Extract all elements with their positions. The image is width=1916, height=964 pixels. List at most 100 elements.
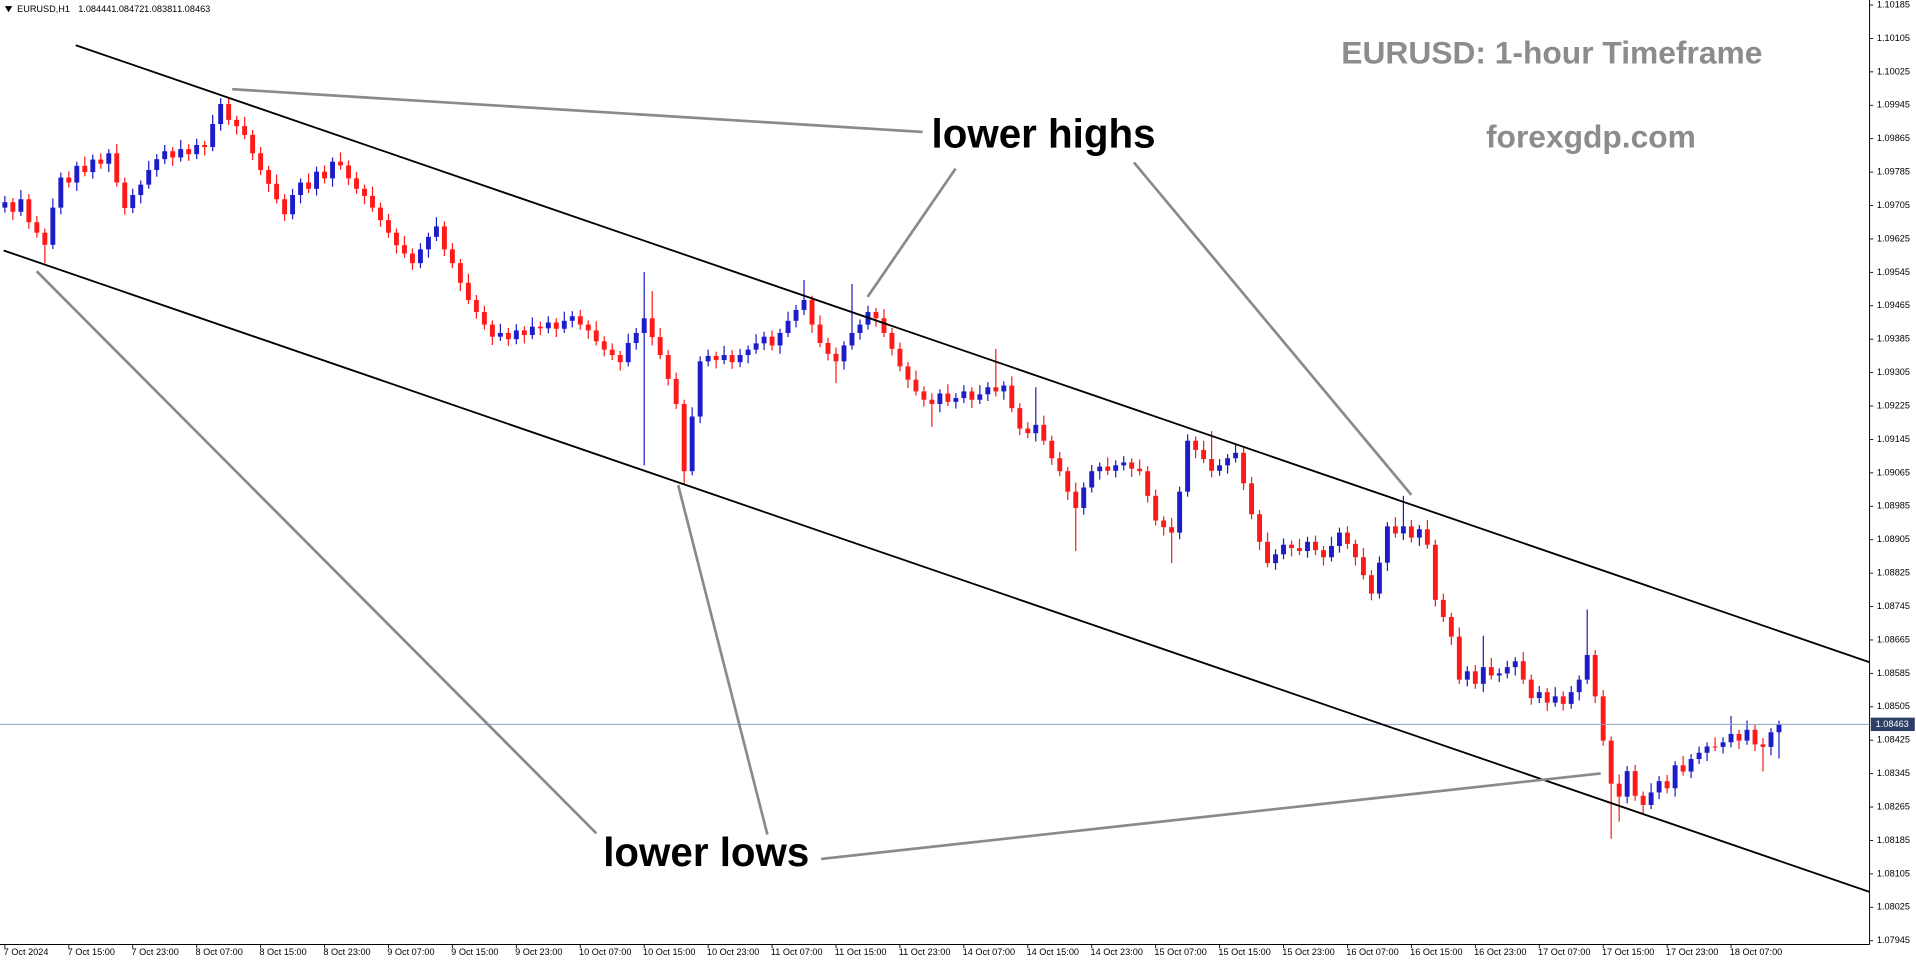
candle-body	[953, 398, 959, 402]
pointer	[35, 270, 598, 835]
candle-body	[1337, 532, 1342, 546]
candle-body	[154, 159, 160, 171]
plot	[0, 97, 1870, 839]
candle-body	[210, 124, 216, 148]
candle-body	[1488, 667, 1494, 676]
x-tick-label: 7 Oct 23:00	[132, 947, 179, 957]
candle-body	[449, 249, 455, 264]
candle-body	[617, 355, 623, 363]
candle-body	[1265, 541, 1270, 564]
candle-body	[90, 159, 96, 173]
candle-body	[138, 184, 144, 196]
candle-body	[513, 330, 519, 340]
candle-body	[98, 159, 104, 164]
candle-body	[601, 341, 607, 350]
x-tick-label: 17 Oct 15:00	[1602, 947, 1654, 957]
candle-body	[1448, 616, 1454, 637]
candle-body	[1528, 679, 1534, 699]
x-tick-label: 8 Oct 23:00	[323, 947, 370, 957]
candle-body	[354, 178, 359, 189]
candle-body	[130, 195, 136, 209]
candle-body	[1009, 385, 1015, 409]
candle-body	[202, 144, 208, 148]
candle-body	[410, 253, 415, 264]
candle-body	[1688, 759, 1694, 772]
y-tick-label: 1.08185	[1877, 835, 1910, 845]
candle-body	[905, 366, 911, 380]
candle-body	[657, 337, 663, 356]
candle-body	[665, 355, 671, 379]
candle-body	[322, 171, 327, 179]
candle-body	[1041, 424, 1047, 441]
candle-body	[74, 165, 80, 183]
candle-body	[505, 332, 511, 340]
x-tick-label: 17 Oct 23:00	[1666, 947, 1718, 957]
y-tick-label: 1.10025	[1877, 66, 1910, 76]
candle-body	[58, 177, 64, 208]
x-tick-label: 17 Oct 07:00	[1538, 947, 1590, 957]
candle-body	[745, 349, 751, 356]
candle-body	[721, 355, 727, 361]
candle-body	[569, 316, 575, 321]
candle-body	[801, 299, 807, 310]
x-tick-label: 7 Oct 2024	[4, 947, 49, 957]
candle-body	[1608, 740, 1614, 784]
candle-body	[849, 332, 855, 346]
candle-body	[1560, 696, 1566, 704]
y-tick-label: 1.09945	[1877, 100, 1910, 110]
candle-body	[1145, 471, 1151, 496]
candle-body	[697, 361, 703, 417]
y-tick-label: 1.09225	[1877, 400, 1910, 410]
y-tick-label: 1.09385	[1877, 334, 1910, 344]
candle-body	[218, 104, 224, 125]
x-tick-label: 8 Oct 07:00	[195, 947, 242, 957]
candle-body	[1416, 529, 1422, 538]
candle-body	[1137, 468, 1143, 472]
candle-body	[1097, 466, 1103, 472]
candle-body	[290, 195, 296, 215]
pointer	[232, 87, 923, 134]
candle-body	[330, 161, 335, 179]
header-close: 1.08463	[177, 4, 210, 14]
candle-body	[1536, 692, 1542, 699]
candle-body	[1368, 575, 1374, 594]
candle-body	[1664, 781, 1670, 789]
candle-body	[2, 202, 8, 208]
candle-body	[314, 171, 319, 189]
candle-body	[1073, 491, 1079, 508]
channel-upper	[75, 44, 1870, 664]
y-tick-label: 1.09865	[1877, 133, 1910, 143]
candle-body	[1105, 466, 1111, 471]
candle-body	[114, 153, 120, 183]
candle-body	[873, 312, 879, 319]
candle-body	[1720, 742, 1726, 747]
candle-body	[833, 353, 839, 362]
candle-body	[1600, 696, 1606, 741]
candle-body	[1456, 636, 1462, 680]
candle-body	[1504, 667, 1510, 674]
candle-body	[1752, 729, 1758, 745]
y-tick-label: 1.10105	[1877, 33, 1910, 43]
candle-body	[162, 151, 168, 160]
candle-body	[1201, 449, 1207, 460]
candle-body	[1480, 667, 1486, 684]
candle-body	[1392, 526, 1398, 534]
candle-body	[1281, 544, 1286, 555]
candle-body	[1576, 679, 1582, 693]
annotation: lower highs	[932, 110, 1156, 156]
candle-body	[969, 391, 975, 400]
candle-body	[689, 416, 695, 472]
y-tick-label: 1.08505	[1877, 701, 1910, 711]
candle-body	[186, 149, 192, 155]
candle-body	[529, 326, 535, 336]
candle-body	[1376, 562, 1382, 594]
pointer	[866, 167, 957, 298]
candle-body	[1624, 771, 1630, 797]
y-tick-label: 1.08905	[1877, 534, 1910, 544]
candle-body	[1464, 671, 1470, 680]
candle-body	[346, 165, 351, 179]
candle-body	[362, 188, 367, 196]
candle-body	[1081, 487, 1087, 508]
x-tick-label: 16 Oct 23:00	[1474, 947, 1526, 957]
candle-body	[122, 182, 128, 209]
